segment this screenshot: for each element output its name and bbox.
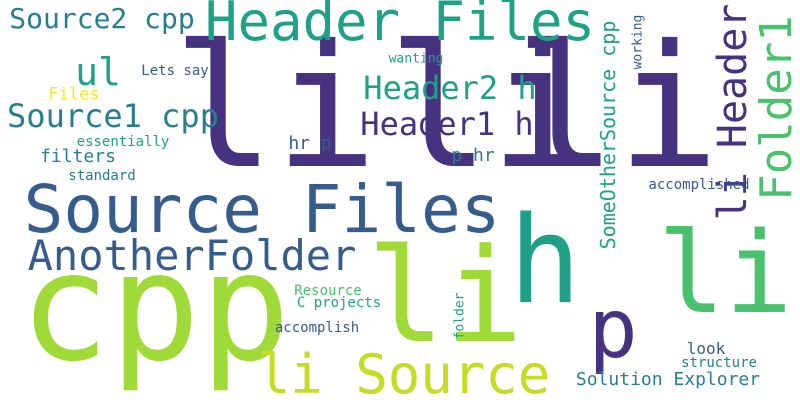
word-source1-cpp: Source1 cpp <box>7 97 219 135</box>
word-header-files: Header Files <box>204 0 596 53</box>
word-look: look <box>686 339 726 358</box>
word-c-projects: C projects <box>296 295 382 311</box>
word-accomplished: accomplished <box>648 177 750 193</box>
word-ul: ul <box>75 50 121 94</box>
word-wanting: wanting <box>388 51 444 67</box>
word-li-source: li Source <box>257 343 551 400</box>
word-li-3: li <box>514 9 720 207</box>
word-li-1: li <box>172 9 378 207</box>
word-cpp: cpp <box>19 221 291 395</box>
word-li-4: li <box>657 209 793 339</box>
word-lets-say: Lets say <box>141 63 209 79</box>
word-h: h <box>508 192 582 331</box>
word-li-2: li <box>387 9 593 207</box>
word-resource: Resource <box>294 283 362 299</box>
word-p: p <box>588 282 638 377</box>
word-hr-p: hr p <box>288 133 332 154</box>
word-header2-h: Header2 h <box>363 69 537 107</box>
word-li-5: li <box>366 220 524 372</box>
word-p-hr: p hr <box>451 145 495 166</box>
word-essentially: essentially <box>76 134 170 150</box>
word-another-folder: AnotherFolder <box>27 231 357 280</box>
word-source-files: Source Files <box>23 171 501 248</box>
word-filters: filters <box>40 146 116 167</box>
word-working: working <box>630 14 646 70</box>
word-solution-explorer: Solution Explorer <box>575 369 761 390</box>
word-files: Files <box>48 84 100 105</box>
word-someothersource-cpp: SomeOtherSource cpp <box>596 20 620 250</box>
word-folder1: Folder1 <box>751 15 800 201</box>
word-header1-h: Header1 h <box>360 105 534 143</box>
word-source2-cpp: Source2 cpp <box>9 2 195 35</box>
word-structure: structure <box>681 355 757 371</box>
word-folder: folder <box>452 292 468 340</box>
word-standard: standard <box>68 168 136 184</box>
word-accomplish: accomplish <box>274 320 360 336</box>
